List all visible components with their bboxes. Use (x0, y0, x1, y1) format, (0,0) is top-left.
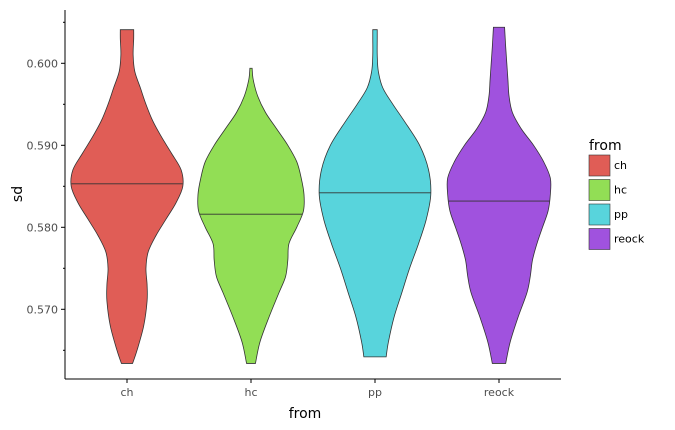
legend-label-ch: ch (614, 159, 627, 172)
x-tick-label-pp: pp (368, 386, 382, 399)
violin-reock (446, 26, 552, 364)
x-tick-label-hc: hc (244, 386, 257, 399)
x-axis-ticks: ch hc pp reock (120, 379, 515, 399)
y-axis-title: sd (10, 186, 26, 202)
legend-label-hc: hc (614, 184, 627, 197)
legend-swatch-hc (588, 179, 611, 201)
y-tick-label: 0.570 (27, 303, 59, 316)
legend-label-reock: reock (614, 233, 645, 246)
violin-layer (70, 26, 552, 364)
violin-ch (70, 29, 184, 364)
legend: from ch hc pp reock (588, 138, 645, 250)
y-tick-label: 0.580 (27, 221, 59, 234)
plot-area: 0.570 0.580 0.590 0.600 ch hc pp reock (27, 10, 561, 399)
legend-swatch-ch (588, 154, 611, 177)
y-tick-label: 0.600 (27, 57, 59, 70)
legend-entries: ch hc pp reock (588, 154, 645, 250)
violin-hc (197, 67, 305, 364)
median-layer (71, 183, 550, 215)
legend-title: from (589, 138, 622, 154)
x-axis-title: from (289, 406, 322, 422)
y-axis-ticks: 0.570 0.580 0.590 0.600 (27, 21, 65, 351)
legend-swatch-reock (588, 228, 611, 250)
y-tick-label: 0.590 (27, 139, 59, 152)
x-tick-label-ch: ch (120, 386, 133, 399)
legend-swatch-pp (588, 203, 611, 226)
x-tick-label-reock: reock (484, 386, 515, 399)
legend-label-pp: pp (614, 208, 628, 221)
